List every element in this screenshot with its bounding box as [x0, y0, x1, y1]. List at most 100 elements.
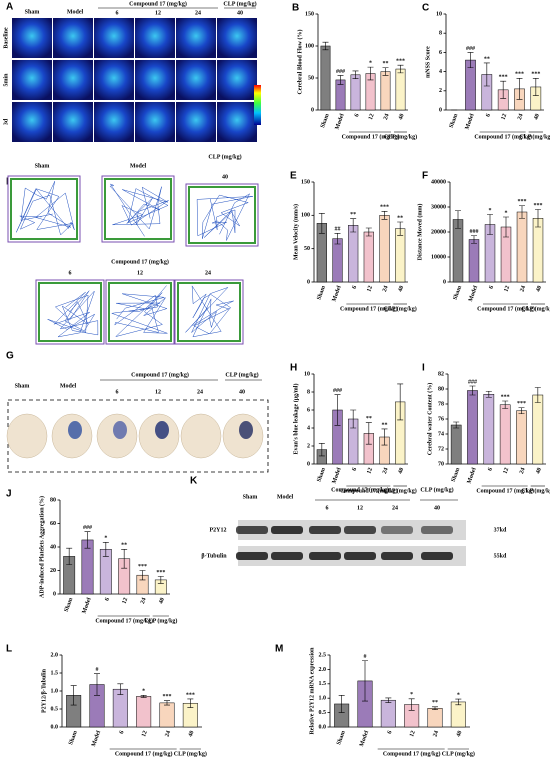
y-tick-label: 40 [50, 544, 56, 550]
band [271, 552, 303, 560]
perfusion-image [12, 102, 52, 142]
error-bar [337, 75, 344, 85]
y-tick-label: 100 [301, 213, 310, 219]
x-tick-label: 40 [456, 730, 464, 738]
label: 5min [3, 73, 9, 87]
error-bar [164, 700, 170, 706]
y-axis-label: Distance Moved (mm) [416, 204, 423, 261]
significance: ** [432, 700, 438, 706]
y-axis-label: P2Y12/β-Tubulin [41, 668, 47, 713]
significance: ** [484, 56, 490, 62]
x-tick-label: 6 [352, 467, 359, 472]
group-label: CLP (mg/kg) [521, 487, 550, 494]
arena [108, 282, 172, 342]
y-tick-label: 0 [53, 591, 56, 597]
error-bar [381, 428, 388, 446]
panel-letter: L [6, 644, 12, 655]
bar [380, 71, 391, 111]
error-bar [350, 409, 357, 429]
y-tick-label: 40000 [431, 179, 446, 185]
perfusion-image [94, 18, 134, 58]
track [185, 284, 234, 338]
bar [467, 390, 478, 465]
y-tick-label: 0 [307, 279, 310, 285]
group-label: Compound 17 (mg/kg) [95, 617, 153, 624]
error-bar [187, 698, 194, 708]
label: 24 [197, 389, 203, 395]
bar [450, 701, 466, 728]
arena-frame [101, 175, 175, 243]
y-tick-label: 8 [439, 31, 442, 37]
dye [68, 421, 82, 439]
y-tick-label: 20 [50, 568, 56, 574]
error-bar [397, 64, 404, 74]
bar [320, 45, 331, 111]
x-tick-label: Sham [68, 730, 79, 746]
x-tick-label: 12 [366, 467, 374, 475]
error-bar [139, 570, 146, 581]
group-label: Compound 17 (mg/kg) [474, 133, 532, 140]
y-tick-label: 2.5 [319, 652, 327, 658]
y-tick-label: 20000 [431, 229, 446, 235]
x-tick-label: 24 [519, 467, 527, 475]
significance: ### [333, 388, 342, 394]
perfusion-image [135, 18, 175, 58]
error-bar [483, 62, 490, 87]
bar [532, 394, 544, 465]
x-tick-label: 24 [140, 597, 148, 605]
bar [483, 394, 495, 465]
significance: ** [366, 416, 372, 422]
arena [188, 186, 256, 244]
significance: ## [335, 227, 341, 233]
panel-letter: H [290, 363, 297, 374]
x-tick-label: 6 [104, 597, 111, 602]
significance: ### [468, 379, 477, 385]
perfusion-image [53, 102, 93, 142]
label: 24 [195, 10, 201, 16]
error-bar [322, 41, 329, 51]
x-tick-label: 40 [398, 113, 406, 121]
perfusion-image [176, 102, 216, 142]
band [344, 552, 376, 560]
label: 40 [237, 10, 243, 16]
x-tick-label: 40 [158, 597, 166, 605]
dye [155, 421, 169, 439]
significance: * [489, 208, 492, 214]
dye [113, 421, 127, 439]
error-bar [381, 211, 388, 220]
panel-letter: B [292, 3, 299, 14]
y-tick-label: 6 [307, 407, 310, 413]
error-bar [500, 80, 507, 99]
label: Sham [15, 383, 30, 389]
arena-frame [35, 279, 105, 345]
label: Sham [35, 163, 50, 169]
x-tick-label: Model [331, 467, 342, 485]
label: 40 [434, 505, 440, 511]
error-bar [382, 67, 389, 76]
frame [7, 399, 269, 473]
label: 6 [326, 505, 329, 511]
error-bar [102, 542, 109, 557]
error-bar [334, 233, 341, 245]
y-tick-label: 50 [304, 246, 310, 252]
perfusion-image [53, 18, 93, 58]
error-bar [502, 400, 509, 409]
arena [38, 282, 102, 342]
bar [516, 410, 527, 465]
x-tick-label: 40 [535, 467, 543, 475]
y-tick-label: 50 [308, 75, 314, 81]
significance: ### [336, 69, 345, 75]
arena [104, 178, 172, 240]
x-tick-label: Sham [316, 467, 327, 483]
y-tick-label: 0 [307, 461, 310, 467]
x-tick-label: Sham [316, 285, 327, 301]
significance: ### [83, 525, 92, 531]
label: β-Tubulin [201, 553, 227, 559]
significance: ### [470, 229, 479, 235]
error-bar [318, 443, 325, 457]
x-tick-label: 40 [398, 467, 406, 475]
y-tick-label: 10 [436, 11, 442, 17]
label: Model [277, 494, 294, 500]
x-tick-label: 24 [382, 285, 390, 293]
bar [395, 68, 406, 111]
